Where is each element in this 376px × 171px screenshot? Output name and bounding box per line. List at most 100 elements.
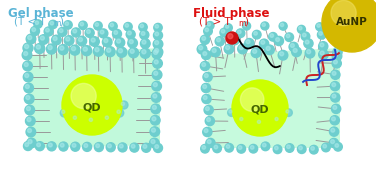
- Circle shape: [266, 46, 270, 50]
- Circle shape: [99, 29, 108, 38]
- Circle shape: [49, 143, 52, 147]
- Circle shape: [143, 144, 147, 148]
- Circle shape: [27, 117, 31, 122]
- Circle shape: [334, 60, 337, 64]
- Circle shape: [329, 127, 339, 136]
- Circle shape: [202, 63, 206, 67]
- Circle shape: [153, 31, 162, 40]
- Circle shape: [77, 36, 86, 46]
- Circle shape: [71, 142, 80, 151]
- Circle shape: [36, 45, 41, 49]
- Circle shape: [40, 36, 44, 40]
- Circle shape: [224, 44, 234, 54]
- Circle shape: [333, 47, 342, 57]
- Circle shape: [39, 35, 49, 44]
- Circle shape: [332, 117, 335, 121]
- Circle shape: [126, 30, 135, 39]
- Circle shape: [71, 47, 76, 51]
- Circle shape: [59, 29, 63, 32]
- Circle shape: [115, 38, 125, 47]
- Text: Gel phase: Gel phase: [8, 7, 74, 20]
- Text: (T < T: (T < T: [14, 17, 46, 27]
- Circle shape: [332, 71, 336, 75]
- Circle shape: [206, 138, 215, 148]
- Circle shape: [207, 140, 211, 143]
- Circle shape: [285, 144, 294, 152]
- Circle shape: [249, 144, 258, 153]
- Circle shape: [155, 25, 159, 28]
- Circle shape: [201, 144, 209, 153]
- Circle shape: [335, 32, 339, 36]
- Circle shape: [238, 30, 241, 34]
- Circle shape: [72, 115, 80, 123]
- Circle shape: [245, 38, 254, 48]
- Circle shape: [116, 109, 124, 117]
- Circle shape: [118, 49, 123, 53]
- Circle shape: [206, 22, 214, 30]
- Circle shape: [204, 74, 208, 78]
- Circle shape: [204, 105, 213, 115]
- Circle shape: [224, 24, 232, 32]
- Circle shape: [261, 142, 270, 151]
- Circle shape: [331, 140, 335, 143]
- Circle shape: [335, 27, 338, 30]
- Circle shape: [154, 60, 158, 64]
- Circle shape: [331, 93, 340, 102]
- Circle shape: [154, 71, 158, 75]
- Circle shape: [265, 45, 274, 55]
- Circle shape: [27, 138, 36, 148]
- Circle shape: [130, 143, 139, 152]
- Circle shape: [202, 83, 211, 93]
- Circle shape: [214, 145, 218, 149]
- Circle shape: [332, 94, 336, 98]
- Circle shape: [212, 48, 216, 52]
- Circle shape: [243, 22, 250, 30]
- Circle shape: [83, 47, 87, 51]
- Circle shape: [79, 38, 82, 42]
- Circle shape: [215, 37, 224, 46]
- Circle shape: [203, 52, 207, 56]
- Circle shape: [153, 94, 157, 98]
- Circle shape: [64, 36, 74, 45]
- Circle shape: [73, 29, 77, 33]
- Circle shape: [47, 142, 56, 151]
- Circle shape: [35, 44, 45, 54]
- Circle shape: [28, 140, 32, 144]
- Circle shape: [334, 31, 342, 39]
- Circle shape: [335, 40, 339, 44]
- Circle shape: [25, 84, 29, 89]
- Circle shape: [274, 116, 281, 124]
- Circle shape: [257, 120, 261, 123]
- Circle shape: [71, 83, 96, 109]
- Circle shape: [24, 63, 28, 67]
- Circle shape: [317, 24, 320, 27]
- Circle shape: [204, 129, 208, 133]
- Circle shape: [85, 28, 94, 37]
- Circle shape: [94, 143, 103, 152]
- Circle shape: [238, 116, 246, 124]
- Circle shape: [279, 22, 287, 30]
- Circle shape: [34, 20, 42, 28]
- Circle shape: [202, 94, 211, 104]
- Circle shape: [90, 37, 99, 46]
- Circle shape: [32, 28, 36, 31]
- Circle shape: [70, 45, 80, 55]
- Circle shape: [228, 109, 235, 116]
- Circle shape: [226, 145, 230, 148]
- Circle shape: [53, 37, 57, 41]
- Circle shape: [26, 116, 35, 126]
- Circle shape: [52, 35, 61, 45]
- Circle shape: [131, 144, 135, 148]
- Circle shape: [130, 49, 134, 53]
- Circle shape: [254, 32, 257, 35]
- Circle shape: [150, 115, 160, 125]
- Circle shape: [305, 48, 315, 58]
- Circle shape: [79, 21, 87, 30]
- Circle shape: [334, 142, 342, 151]
- Circle shape: [280, 23, 284, 27]
- Circle shape: [27, 129, 32, 133]
- Circle shape: [321, 143, 330, 152]
- Circle shape: [329, 138, 338, 148]
- Circle shape: [332, 51, 342, 61]
- Circle shape: [154, 23, 162, 32]
